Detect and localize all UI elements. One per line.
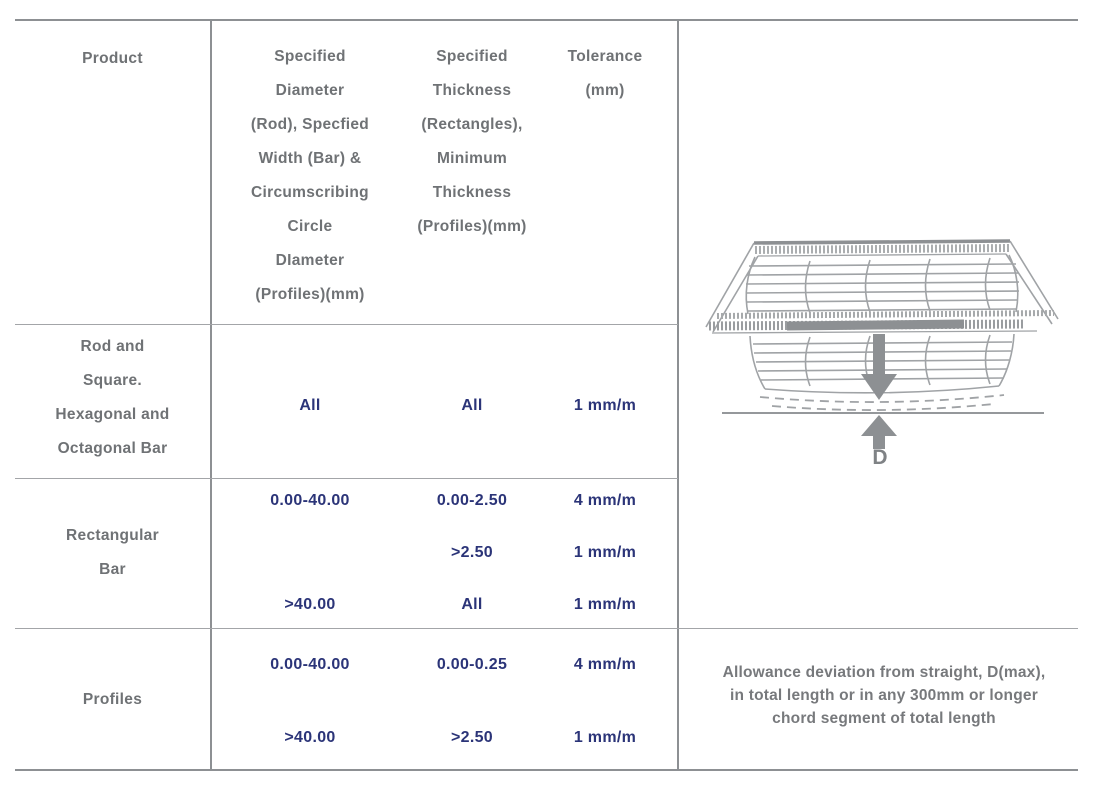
- cell-tolerance: 1 mm/m: [573, 544, 637, 561]
- row-product-label: Rectangular Bar: [66, 527, 159, 578]
- table-top-border: [15, 19, 1078, 21]
- cell-diameter: 0.00-40.00: [270, 492, 350, 509]
- deviation-d-label: D: [872, 446, 888, 469]
- straightness-deviation-diagram: [705, 239, 1059, 449]
- cell-tolerance: 4 mm/m: [573, 492, 637, 509]
- cell-thickness: All: [461, 397, 483, 414]
- cell-diameter: >40.00: [284, 729, 336, 746]
- diagram-caption: Allowance deviation from straight, D(max…: [722, 664, 1046, 727]
- cell-tolerance: 1 mm/m: [573, 397, 637, 414]
- table-bottom-border: [15, 769, 1078, 771]
- row-divider-2: [15, 628, 1078, 629]
- up-arrow: [861, 415, 897, 449]
- cell-tolerance: 1 mm/m: [573, 596, 637, 613]
- down-arrow: [861, 334, 897, 400]
- row-divider-header: [15, 324, 678, 325]
- cell-thickness: >2.50: [451, 729, 493, 746]
- cell-thickness: >2.50: [451, 544, 493, 561]
- cell-thickness: 0.00-2.50: [436, 492, 508, 509]
- row-product-label: Rod and Square. Hexagonal and Octagonal …: [55, 338, 170, 457]
- row-product-label: Profiles: [82, 691, 143, 708]
- cell-tolerance: 4 mm/m: [573, 656, 637, 673]
- header-specified-thickness: Specified Thickness (Rectangles), Minimu…: [417, 48, 527, 235]
- cell-diameter: 0.00-40.00: [270, 656, 350, 673]
- row-divider-1: [15, 478, 678, 479]
- column-divider-2: [677, 20, 679, 770]
- header-tolerance: Tolerance (mm): [567, 48, 643, 99]
- cell-diameter: All: [299, 397, 321, 414]
- header-product: Product: [82, 50, 143, 67]
- header-specified-diameter: Specified Diameter (Rod), Specfied Width…: [250, 48, 370, 303]
- column-divider-1: [210, 20, 212, 770]
- cell-thickness: All: [461, 596, 483, 613]
- cell-thickness: 0.00-0.25: [436, 656, 508, 673]
- cell-diameter: >40.00: [284, 596, 336, 613]
- cell-tolerance: 1 mm/m: [573, 729, 637, 746]
